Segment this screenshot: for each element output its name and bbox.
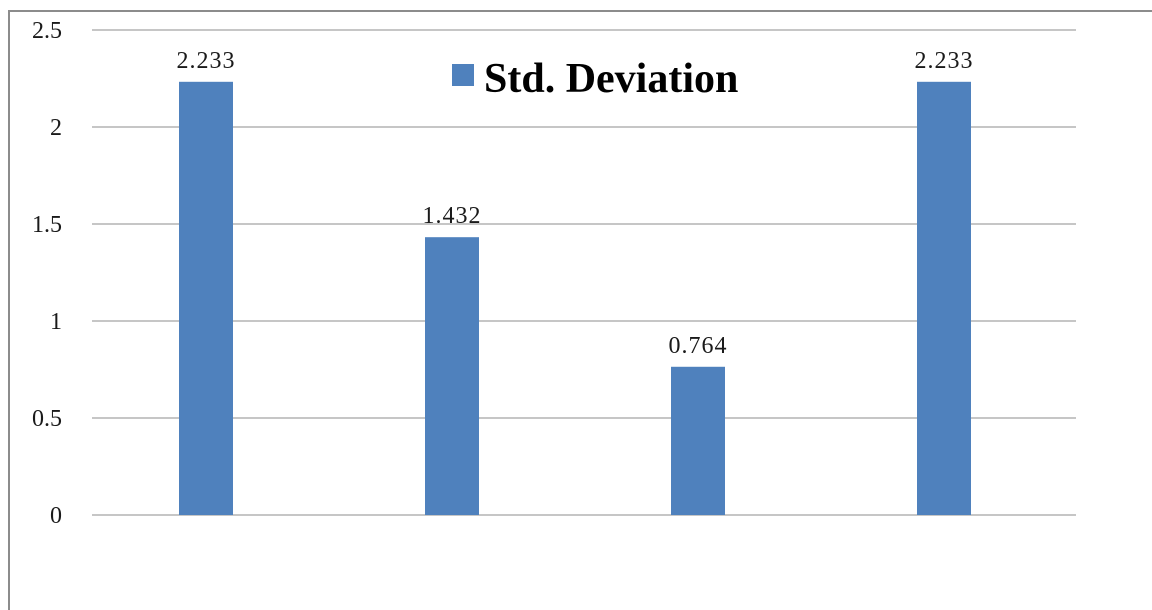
legend: Std. Deviation: [452, 56, 738, 102]
y-tick-label: 2.5: [32, 18, 62, 44]
gridlines: [92, 29, 1076, 516]
y-tick-label: 1.5: [32, 212, 62, 238]
bar: [179, 81, 233, 515]
legend-label: Std. Deviation: [484, 56, 738, 102]
bar: [425, 237, 479, 515]
y-axis-tick-labels: 0 0.5 1 1.5 2 2.5: [32, 18, 62, 529]
chart-frame: [8, 10, 1152, 610]
bars: [179, 81, 971, 515]
data-label: 2.233: [915, 48, 974, 74]
y-tick-label: 1: [50, 309, 62, 335]
y-tick-label: 2: [50, 115, 62, 141]
y-tick-label: 0.5: [32, 406, 62, 432]
data-label: 0.764: [669, 333, 728, 359]
y-tick-label: 0: [50, 503, 62, 529]
bar: [671, 366, 725, 515]
bar-chart: 0 0.5 1 1.5 2 2.5 2.233 1.432 0.764 2.233 Std. D…: [32, 18, 1076, 529]
data-label: 1.432: [423, 203, 482, 229]
data-label: 2.233: [177, 48, 236, 74]
bar: [917, 81, 971, 515]
legend-swatch: [452, 64, 474, 86]
data-labels: 2.233 1.432 0.764 2.233: [177, 48, 974, 359]
